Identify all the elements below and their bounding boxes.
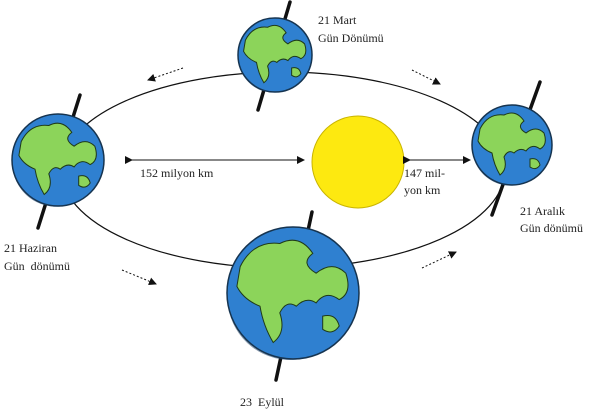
label: 21 Mart [318, 13, 357, 27]
diagram: 21 Mart Gün Dönümü 152 milyon km 147 mil… [0, 0, 602, 416]
sun [312, 116, 404, 208]
label: 21 Aralık [520, 204, 565, 218]
label: 147 mil- [404, 166, 445, 180]
label: Gün Dönümü [318, 31, 384, 45]
label: Gün dönümü [4, 259, 70, 273]
label: 23 Eylül [240, 395, 285, 409]
label: 21 Haziran [4, 241, 57, 255]
label: 152 milyon km [140, 166, 214, 180]
earths [12, 2, 552, 380]
label: yon km [404, 183, 441, 197]
label: Gün dönümü [520, 221, 583, 235]
